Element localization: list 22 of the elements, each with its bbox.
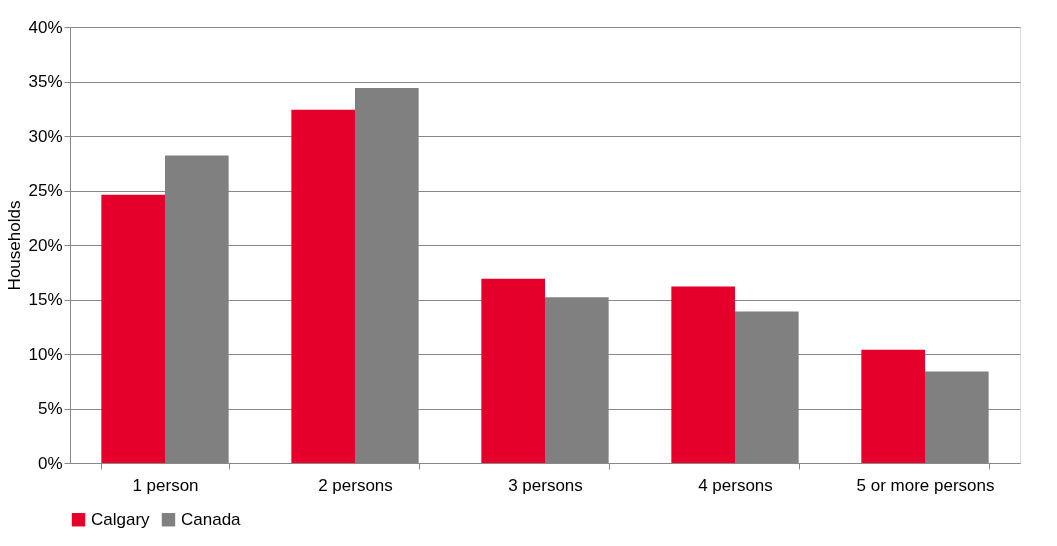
y-tick-label: 0%: [37, 453, 63, 473]
y-tick-label: 30%: [28, 126, 63, 146]
y-tick-label: 10%: [28, 344, 63, 364]
bar: [671, 286, 735, 463]
y-axis-title: Households: [5, 200, 25, 291]
x-tick-label: 5 or more persons: [856, 475, 995, 495]
y-tick-label: 5%: [37, 399, 63, 418]
bar: [481, 278, 545, 463]
x-tick-label: 2 persons: [318, 475, 393, 495]
x-tick-label: 4 persons: [698, 475, 773, 495]
bar: [291, 109, 355, 463]
y-tick-label: 25%: [28, 181, 63, 200]
bar: [101, 194, 165, 463]
y-tick-label: 20%: [28, 235, 63, 255]
x-tick-label: 1 person: [132, 475, 199, 495]
legend-label: Canada: [181, 509, 242, 529]
y-tick-label: 15%: [28, 290, 63, 309]
y-tick-label: 40%: [28, 17, 63, 37]
bar: [861, 349, 925, 463]
y-tick-label: 35%: [28, 72, 63, 91]
legend-label: Calgary: [91, 509, 151, 529]
x-tick-label: 3 persons: [508, 475, 583, 495]
